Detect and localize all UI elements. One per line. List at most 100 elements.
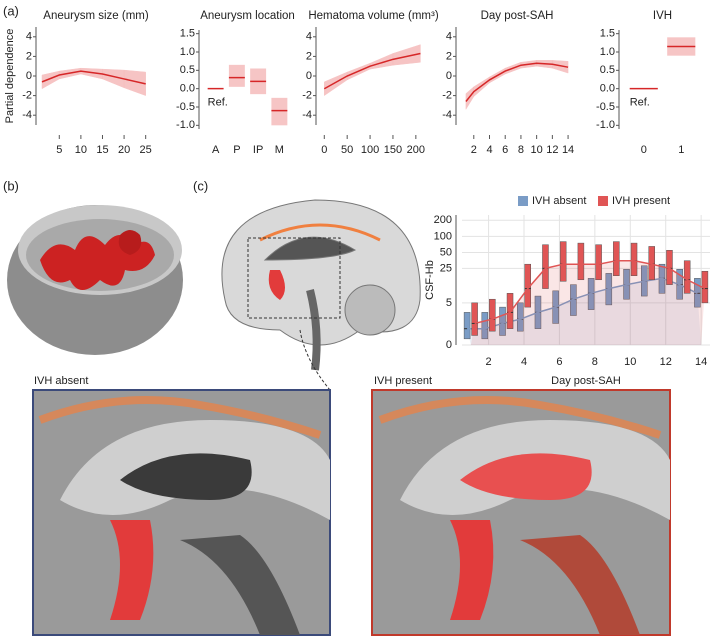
x-tick-label: M — [275, 144, 284, 156]
box — [463, 312, 471, 340]
legend-swatch — [598, 196, 608, 206]
confidence-band — [552, 60, 569, 74]
chart-title: Day post-SAH — [481, 10, 554, 22]
image-title: IVH present — [374, 375, 432, 387]
y-tick-label: -4 — [22, 109, 32, 121]
y-tick-label: 2 — [306, 50, 312, 62]
x-tick-label: 4 — [486, 144, 492, 156]
y-tick-label: 0.0 — [180, 83, 195, 95]
brain-illustration — [221, 199, 421, 391]
x-tick-label: 0 — [641, 144, 647, 156]
trend-line — [323, 52, 421, 90]
y-tick-label: -2 — [302, 90, 312, 102]
confidence-box — [228, 64, 245, 87]
box — [577, 242, 585, 281]
y-tick-label: 50 — [440, 246, 452, 258]
x-tick-label: 10 — [624, 356, 636, 368]
confidence-box — [271, 97, 288, 126]
annotation: Ref. — [208, 97, 228, 109]
y-tick-label: 0 — [446, 70, 452, 82]
box — [517, 302, 524, 332]
box — [471, 302, 478, 336]
x-tick-label: 12 — [546, 144, 558, 156]
chart-title: Aneurysm size (mm) — [43, 10, 149, 22]
y-tick-label: -4 — [302, 109, 312, 121]
x-tick-label: 4 — [521, 356, 527, 368]
y-axis-label: Partial dependence — [4, 29, 16, 124]
x-tick-label: 25 — [140, 144, 152, 156]
y-tick-label: -4 — [442, 109, 452, 121]
confidence-band — [369, 53, 394, 70]
y-tick-label: 0 — [306, 70, 312, 82]
y-tick-label: 1.5 — [600, 28, 615, 40]
y-tick-label: 4 — [446, 31, 452, 43]
y-tick-label: 5 — [446, 297, 452, 309]
x-tick-label: 5 — [56, 144, 62, 156]
median-line — [467, 277, 698, 330]
y-tick-label: 4 — [306, 31, 312, 43]
brain-closeup-present — [371, 389, 671, 636]
brain-closeup-absent — [32, 389, 331, 636]
x-tick-label: 14 — [695, 356, 707, 368]
x-tick-label: 8 — [592, 356, 598, 368]
x-tick-label: 10 — [75, 144, 87, 156]
x-tick-label: 6 — [502, 144, 508, 156]
x-tick-label: 200 — [407, 144, 425, 156]
x-axis-label: Day post-SAH — [551, 375, 621, 387]
x-tick-label: IP — [253, 144, 263, 156]
confidence-band — [465, 86, 475, 111]
trend-line — [465, 62, 569, 102]
chart-title: Hematoma volume (mm³) — [308, 10, 439, 22]
box — [630, 242, 638, 276]
panel-label: (a) — [3, 3, 19, 18]
y-tick-label: 0.5 — [600, 64, 615, 76]
legend-label: IVH present — [612, 195, 670, 207]
box — [506, 293, 514, 329]
y-tick-label: -0.5 — [596, 101, 615, 113]
y-tick-label: 0.0 — [600, 83, 615, 95]
y-tick-label: 1.5 — [180, 28, 195, 40]
confidence-band — [392, 44, 421, 66]
y-tick-label: 2 — [446, 50, 452, 62]
x-tick-label: 2 — [471, 144, 477, 156]
median-area — [470, 260, 705, 345]
x-tick-label: P — [233, 144, 240, 156]
panel-label: (c) — [193, 178, 208, 193]
chart-title: IVH — [653, 10, 672, 22]
panel-label: (b) — [3, 178, 19, 193]
confidence-band — [324, 71, 348, 97]
y-tick-label: 25 — [440, 262, 452, 274]
box — [613, 241, 620, 276]
y-tick-label: 2 — [26, 50, 32, 62]
box — [489, 298, 496, 332]
x-tick-label: 2 — [486, 356, 492, 368]
y-tick-label: 100 — [434, 230, 452, 242]
legend-label: IVH absent — [532, 195, 586, 207]
x-tick-label: A — [212, 144, 220, 156]
legend-swatch — [518, 196, 528, 206]
box — [595, 244, 602, 281]
box — [683, 260, 691, 294]
x-tick-label: 1 — [678, 144, 684, 156]
box — [559, 241, 567, 282]
confidence-band — [473, 76, 490, 98]
y-tick-label: -2 — [22, 90, 32, 102]
x-tick-label: 20 — [118, 144, 130, 156]
x-tick-label: 0 — [321, 144, 327, 156]
chart-title: Aneurysm location — [200, 10, 295, 22]
x-tick-label: 10 — [531, 144, 543, 156]
y-tick-label: 1.0 — [600, 46, 615, 58]
x-tick-label: 12 — [660, 356, 672, 368]
y-tick-label: 1.0 — [180, 46, 195, 58]
image-title: IVH absent — [34, 375, 88, 387]
trend-line — [41, 70, 146, 85]
y-tick-label: -1.0 — [176, 119, 195, 131]
x-tick-label: 15 — [96, 144, 108, 156]
x-tick-label: 8 — [518, 144, 524, 156]
y-tick-label: 0 — [26, 70, 32, 82]
y-tick-label: 0 — [446, 339, 452, 351]
y-tick-label: 0.5 — [180, 64, 195, 76]
y-tick-label: 4 — [26, 31, 32, 43]
skull-illustration — [7, 205, 183, 355]
confidence-band — [123, 69, 146, 96]
